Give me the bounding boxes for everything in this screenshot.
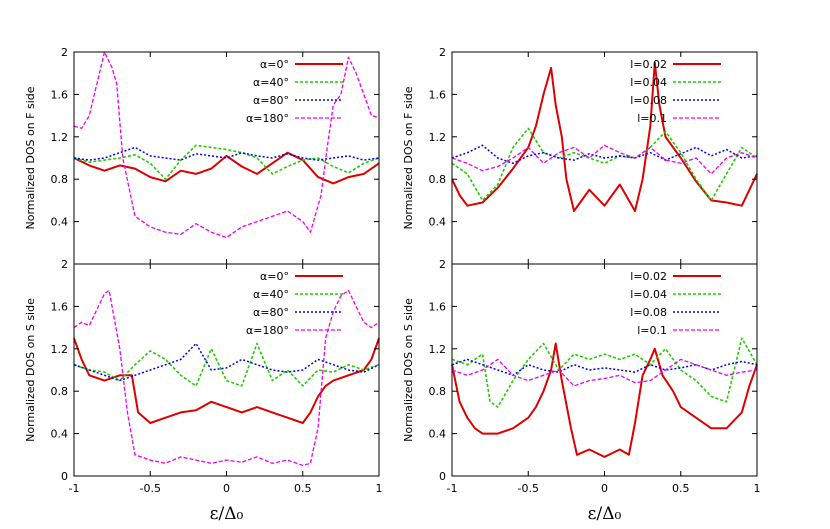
- series-line-tr-1: [451, 127, 758, 202]
- ytick-label: 0.8: [429, 385, 447, 398]
- legend-label: l=0.08: [630, 94, 667, 107]
- ytick-label: 1.6: [51, 300, 69, 313]
- legend-label: l=0.04: [630, 76, 667, 89]
- ytick-label: 0: [439, 470, 446, 483]
- legend-label: l=0.1: [637, 324, 667, 337]
- ytick-label: 1.2: [51, 343, 69, 356]
- y-axis-title: Normalized DOS on S side: [24, 298, 37, 442]
- ytick-label: 1.6: [51, 88, 69, 101]
- series-line-br-0: [451, 342, 758, 458]
- ytick-label: 1.2: [51, 131, 69, 144]
- x-axis-title: ε/Δ₀: [588, 504, 622, 524]
- ytick-label: 0.4: [51, 428, 69, 441]
- series-line-tl-1: [73, 144, 380, 180]
- xtick-label: 1: [376, 482, 383, 495]
- xtick-label: 1: [754, 482, 761, 495]
- legend-label: l=0.02: [630, 58, 667, 71]
- ytick-label: 0: [61, 470, 68, 483]
- ytick-label: 1.6: [429, 88, 447, 101]
- xtick-label: 0.5: [294, 482, 312, 495]
- series-line-tr-0: [451, 61, 758, 212]
- legend-label: α=0°: [260, 58, 289, 71]
- xtick-label: -1: [447, 482, 458, 495]
- ytick-label: 2: [61, 258, 68, 271]
- series-line-bl-1: [73, 342, 380, 387]
- y-axis-title: Normalized DOS on S side: [402, 298, 415, 442]
- xtick-label: 0.5: [672, 482, 690, 495]
- legend-label: l=0.1: [637, 112, 667, 125]
- series-line-br-3: [451, 358, 758, 387]
- legend-label: α=180°: [246, 324, 289, 337]
- ytick-label: 0.8: [51, 173, 69, 186]
- legend-label: α=40°: [253, 288, 289, 301]
- series-line-bl-3: [73, 289, 380, 467]
- ytick-label: 2: [439, 258, 446, 271]
- ytick-label: 0.8: [429, 173, 447, 186]
- series-line-bl-2: [73, 342, 380, 382]
- xtick-label: -0.5: [518, 482, 539, 495]
- ytick-label: 1.2: [429, 131, 447, 144]
- series-line-br-2: [451, 358, 758, 377]
- y-axis-title: Normalized DOS on F side: [24, 86, 37, 229]
- legend-label: α=40°: [253, 76, 289, 89]
- y-axis-title: Normalized DOS on F side: [402, 86, 415, 229]
- xtick-label: 0: [223, 482, 230, 495]
- x-axis-title: ε/Δ₀: [210, 504, 244, 524]
- series-line-tr-2: [451, 144, 758, 165]
- ytick-label: 2: [61, 46, 68, 59]
- ytick-label: 1.2: [429, 343, 447, 356]
- ytick-label: 0.8: [51, 385, 69, 398]
- legend-label: α=80°: [253, 94, 289, 107]
- series-line-tr-3: [451, 144, 758, 175]
- plot-frame-bl: [73, 263, 380, 477]
- xtick-label: -1: [69, 482, 80, 495]
- series-line-br-1: [451, 337, 758, 408]
- legend-label: l=0.02: [630, 270, 667, 283]
- xtick-label: 0: [601, 482, 608, 495]
- ytick-label: 2: [439, 46, 446, 59]
- series-line-tl-3: [73, 51, 380, 239]
- ytick-label: 1.6: [429, 300, 447, 313]
- legend-label: α=0°: [260, 270, 289, 283]
- legend-label: l=0.04: [630, 288, 667, 301]
- series-line-tl-2: [73, 146, 380, 161]
- ytick-label: 0.4: [429, 216, 447, 229]
- legend-label: α=80°: [253, 306, 289, 319]
- ytick-label: 0.4: [429, 428, 447, 441]
- series-line-bl-0: [73, 337, 380, 424]
- legend-label: α=180°: [246, 112, 289, 125]
- xtick-label: -0.5: [140, 482, 161, 495]
- legend-label: l=0.08: [630, 306, 667, 319]
- ytick-label: 0.4: [51, 216, 69, 229]
